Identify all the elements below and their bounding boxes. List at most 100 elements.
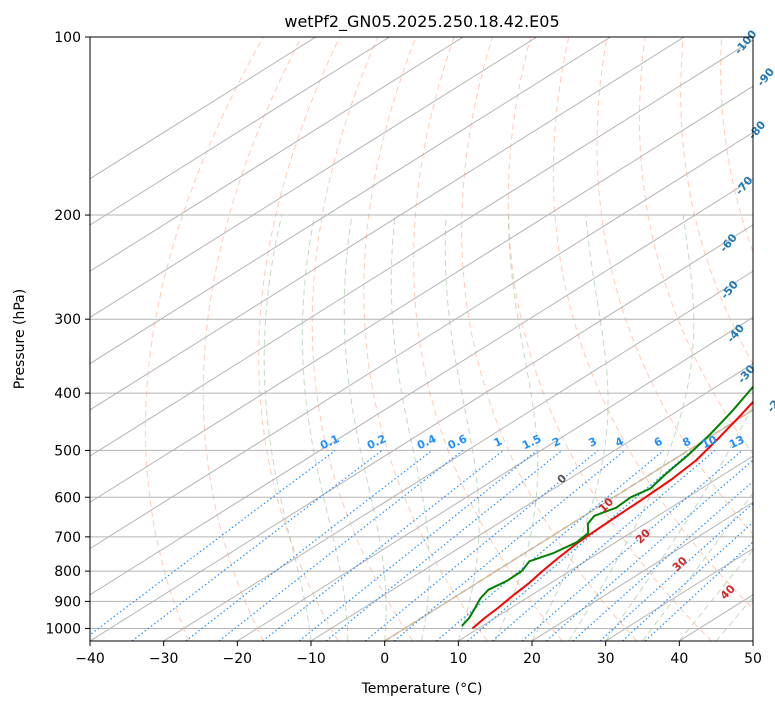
x-tick-label: 30 <box>597 651 615 667</box>
mixing-ratio-label: 4 <box>613 435 626 450</box>
moist-adiabat-line <box>531 214 609 641</box>
moist-adiabat-line <box>390 214 430 641</box>
dry-adiabat-label: -20 <box>764 391 775 415</box>
dry-adiabat-label: -80 <box>746 118 769 142</box>
dry-adiabat-line <box>680 37 753 365</box>
y-tick-label: 1000 <box>45 621 81 637</box>
x-axis-label: Temperature (°C) <box>361 681 483 697</box>
mixing-ratio-line <box>521 449 743 641</box>
isotherm-line <box>90 39 753 457</box>
moist-adiabat-line <box>263 214 312 641</box>
moist-adiabat-line <box>642 492 753 641</box>
mixing-ratio-line <box>644 541 753 641</box>
dry-adiabat-line <box>596 37 753 536</box>
y-tick-label: 300 <box>54 312 81 328</box>
y-tick-label: 600 <box>54 490 81 506</box>
mixing-ratio-label: 0.2 <box>365 432 388 452</box>
mixing-ratio-line <box>436 449 665 641</box>
mixing-ratio-line <box>325 449 563 641</box>
mixing-ratio-line <box>218 449 464 641</box>
mixing-ratio-label: 3 <box>587 435 599 450</box>
mixing-ratio-label: 6 <box>652 435 665 450</box>
moist-adiabat-line <box>343 214 387 641</box>
mixing-ratio-label: 13 <box>727 433 746 451</box>
isotherm-line <box>90 37 464 272</box>
mixing-ratio-line <box>621 521 753 641</box>
isotherm-line <box>163 270 753 641</box>
y-tick-label: 100 <box>54 30 81 46</box>
dry-adiabat-line <box>202 37 302 641</box>
mixing-ratio-label: 1.5 <box>520 432 543 452</box>
isotherm-line <box>310 363 753 641</box>
dewpoint-trace <box>461 385 753 627</box>
x-tick-label: 0 <box>380 651 389 667</box>
x-tick-label: 40 <box>670 651 688 667</box>
moist-adiabat-line <box>444 214 480 641</box>
isotherm-line <box>90 37 390 226</box>
moist-adiabat-line <box>494 214 539 641</box>
mixing-ratio-line <box>572 480 753 641</box>
dry-adiabat-line <box>311 37 414 641</box>
temperature-trace <box>471 400 753 630</box>
mixing-ratio-label: 10 <box>700 433 720 451</box>
dry-adiabat-line <box>144 37 264 641</box>
axes: −40 −30 −20 −10 0 10 20 30 40 5010009008007006005… <box>45 30 762 667</box>
mixing-ratio-line <box>364 449 599 641</box>
mixing-ratio-line <box>131 449 383 641</box>
y-axis-label: Pressure (hPa) <box>12 289 28 389</box>
moist-adiabat-label: 0 <box>555 472 570 487</box>
mixing-ratio-line <box>90 449 336 636</box>
isotherm-line <box>90 37 611 365</box>
mixing-ratio-line <box>599 502 753 641</box>
background-grid <box>90 37 753 641</box>
y-tick-label: 700 <box>54 530 81 546</box>
isotherm-line <box>90 85 753 503</box>
dry-adiabat-label: -60 <box>717 231 740 255</box>
moist-adiabat-line <box>301 214 349 641</box>
y-tick-label: 900 <box>54 594 81 610</box>
mixing-ratio-line <box>262 449 504 641</box>
dry-adiabat-line <box>552 37 753 610</box>
dry-adiabat-label: -40 <box>724 321 747 345</box>
moist-adiabat-line <box>568 214 695 641</box>
moist-adiabat-label: 40 <box>718 582 738 602</box>
mixing-ratio-label: 2 <box>550 435 562 450</box>
y-tick-label: 200 <box>54 208 81 224</box>
dry-adiabat-line <box>507 37 713 641</box>
mixing-ratio-label: 0.1 <box>318 432 341 452</box>
dry-adiabat-line <box>413 37 563 641</box>
mixing-ratio-line <box>393 449 626 641</box>
mixing-ratio-line <box>298 449 538 641</box>
x-tick-label: 10 <box>449 651 467 667</box>
plot-frame <box>89 36 754 642</box>
dry-adiabat-line <box>258 37 341 641</box>
isotherm-line <box>384 409 753 641</box>
dry-adiabat-label: -70 <box>733 174 756 198</box>
isotherm-line <box>90 178 753 596</box>
x-tick-label: −30 <box>149 651 179 667</box>
y-tick-label: 400 <box>54 386 81 402</box>
y-tick-label: 800 <box>54 564 81 580</box>
isotherm-line <box>90 224 753 641</box>
moist-adiabat-line <box>605 404 753 641</box>
x-tick-label: −10 <box>296 651 326 667</box>
x-tick-label: 20 <box>523 651 541 667</box>
mixing-ratio-label: 0.6 <box>446 432 469 452</box>
isotherm-line <box>90 37 538 318</box>
guide-line-labels: 0.1 0.2 0.4 0.6 1 1.5 2 3 4 6 8 10 13-100-90-80-70-6… <box>318 27 775 602</box>
isotherm-line <box>90 131 753 550</box>
x-tick-label: −40 <box>75 651 105 667</box>
dry-adiabat-label: -30 <box>735 362 758 386</box>
mixing-ratio-line <box>545 459 753 641</box>
mixing-ratio-line <box>185 449 433 641</box>
sounding-traces <box>461 385 753 630</box>
x-tick-label: −20 <box>223 651 253 667</box>
dry-adiabat-line <box>363 37 488 641</box>
dry-adiabat-label: -90 <box>754 65 775 89</box>
x-tick-label: 50 <box>744 651 762 667</box>
chart-title: wetPf2_GN05.2025.250.18.42.E05 <box>284 12 559 32</box>
y-tick-label: 500 <box>54 443 81 459</box>
isotherm-line <box>237 316 753 641</box>
dry-adiabat-line <box>461 37 638 641</box>
